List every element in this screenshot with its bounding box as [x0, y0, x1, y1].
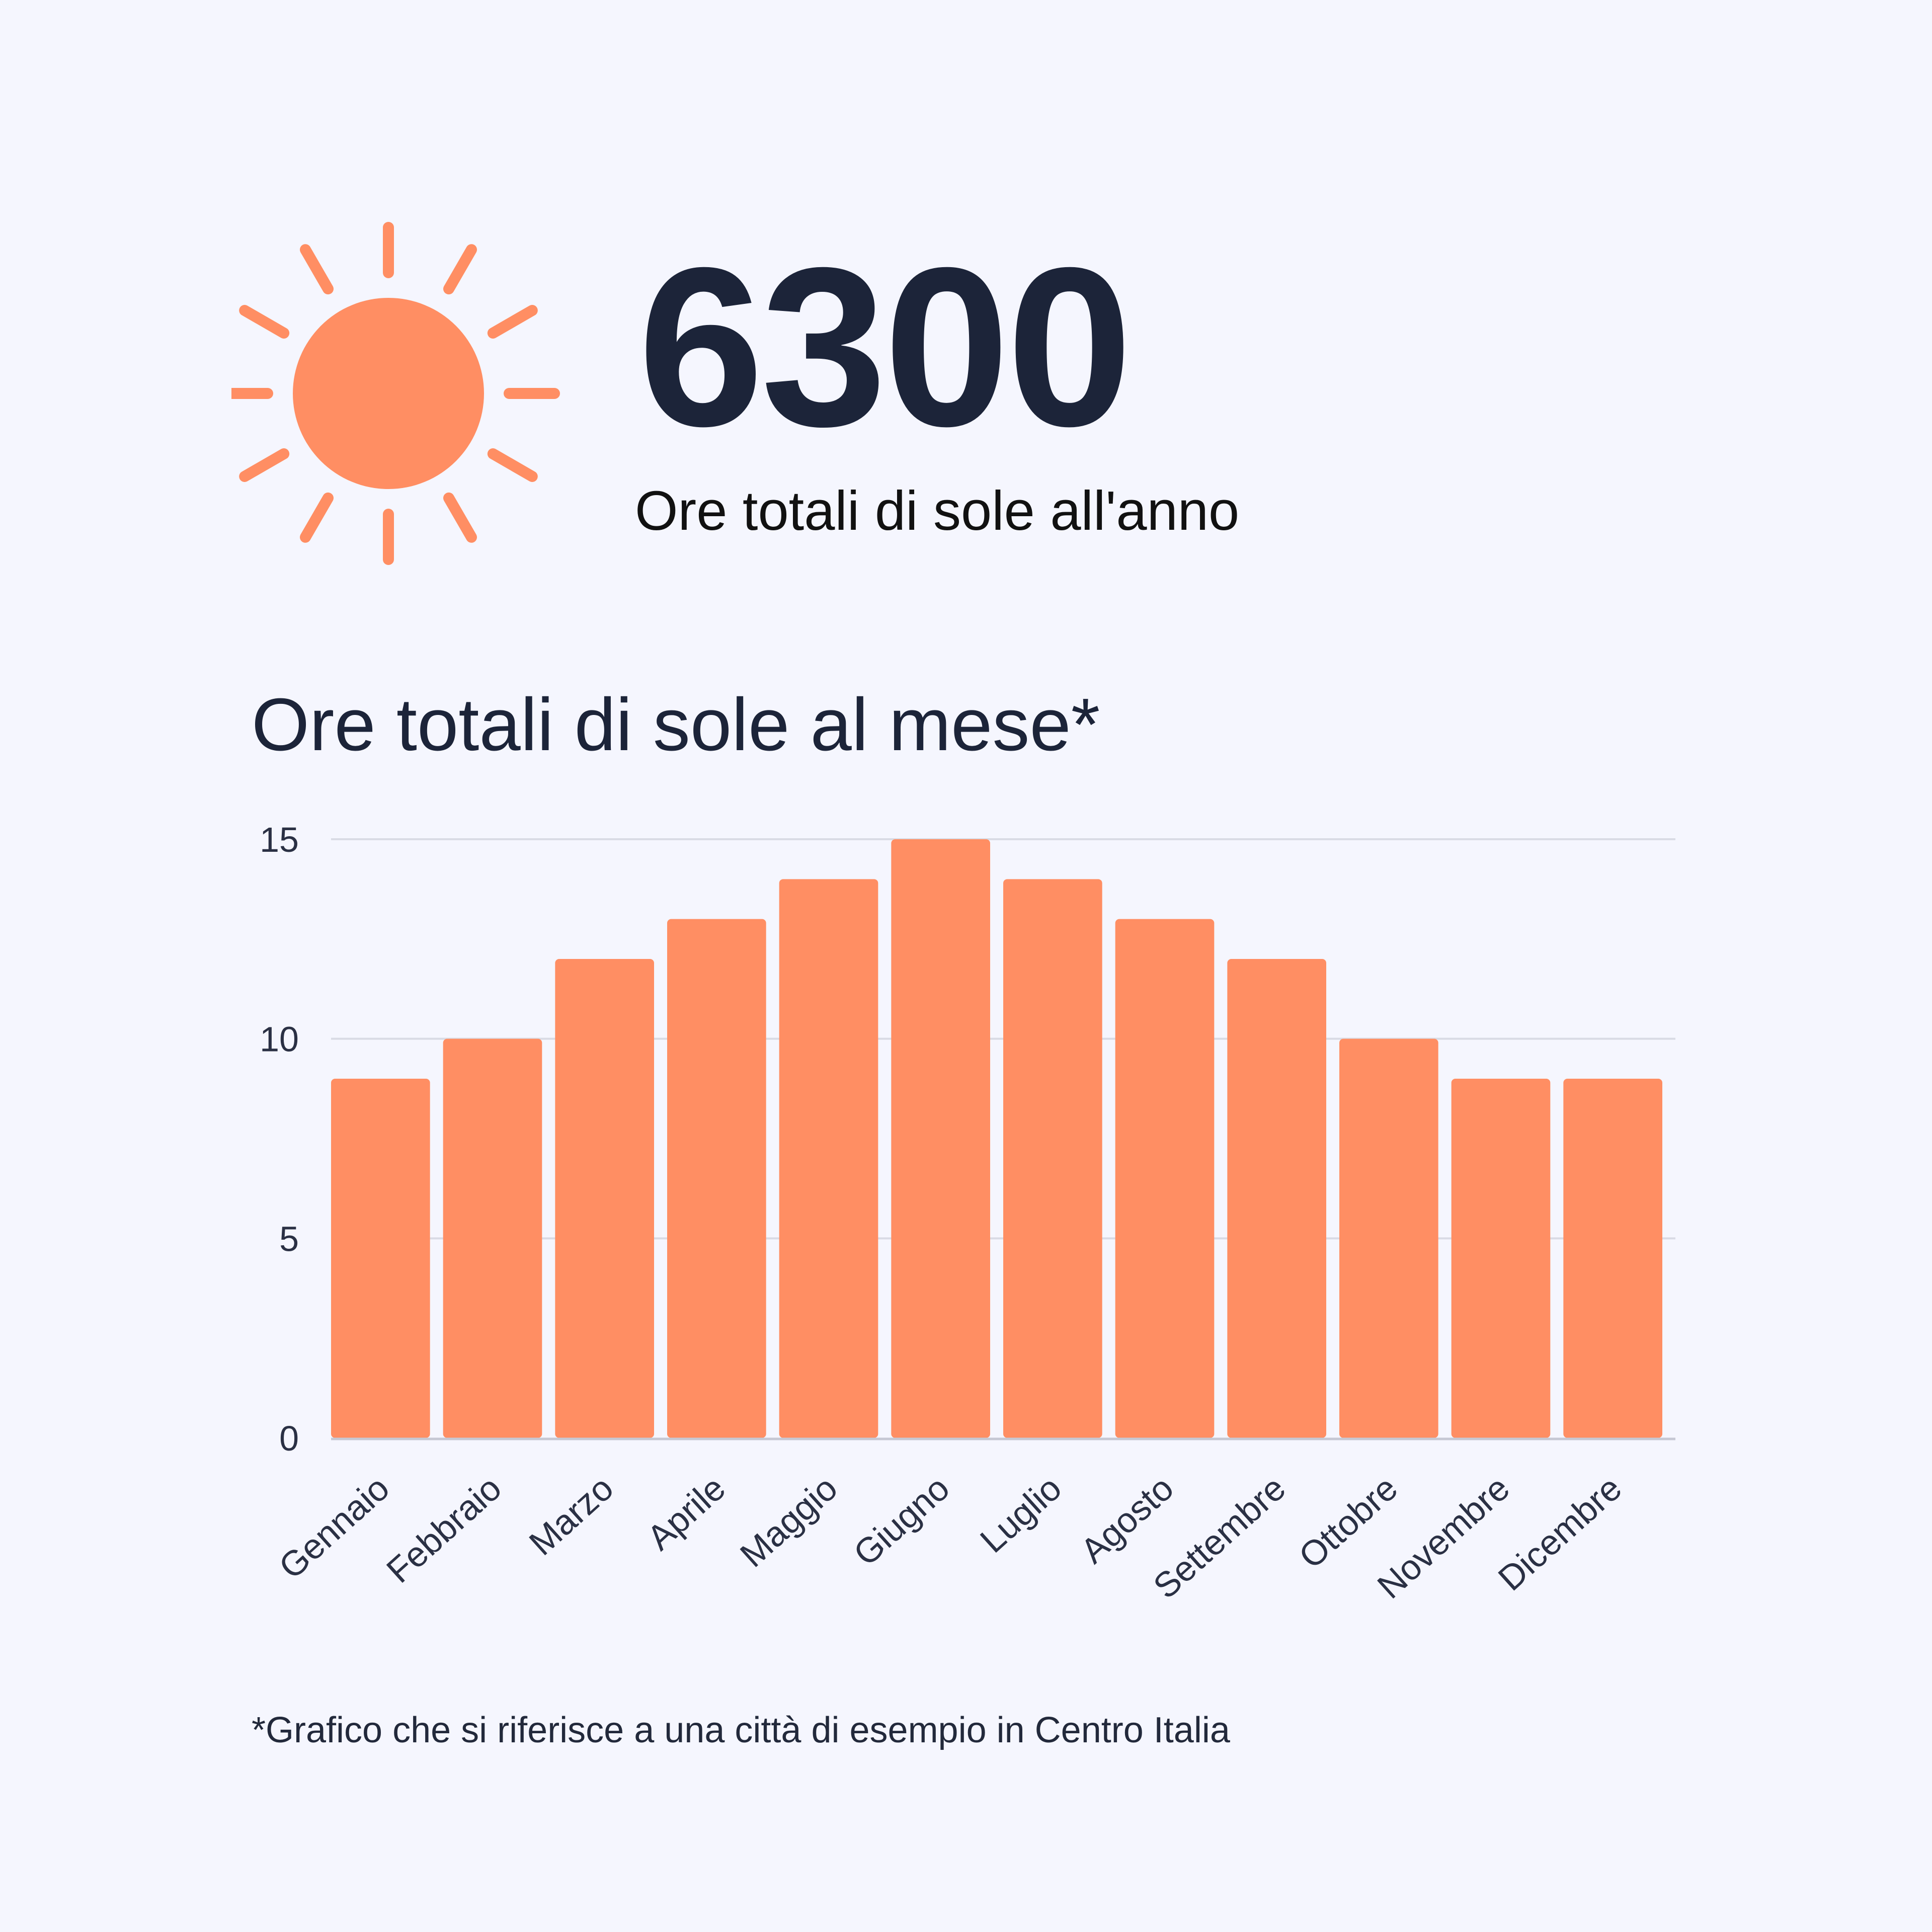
x-tick-label: Dicembre	[1491, 1468, 1629, 1598]
x-tick-label: Gennaio	[272, 1468, 397, 1586]
x-tick-label: Ottobre	[1292, 1468, 1405, 1576]
y-tick-label: 5	[279, 1219, 299, 1258]
x-tick-label: Febbraio	[379, 1468, 509, 1590]
sun-ray	[443, 492, 477, 543]
y-tick-labels: 0 5 10 15	[260, 820, 299, 1458]
sun-ray	[443, 244, 477, 295]
bar	[667, 919, 766, 1438]
sun-ray	[487, 305, 538, 339]
y-tick-label: 0	[279, 1419, 299, 1458]
bar	[555, 959, 654, 1438]
bars	[331, 839, 1662, 1438]
sun-ray	[300, 244, 334, 295]
bar	[1339, 1038, 1438, 1438]
bar	[331, 1079, 430, 1438]
bar	[1563, 1079, 1662, 1438]
bar	[1451, 1079, 1551, 1438]
footnote: *Grafico che si riferisce a una città di…	[252, 1710, 1230, 1750]
x-tick-label: Luglio	[973, 1468, 1069, 1560]
headline-value: 6300	[638, 221, 1133, 473]
sun-disc	[293, 298, 484, 489]
sun-ray	[239, 448, 290, 482]
sun-ray	[239, 305, 290, 339]
x-tick-label: Aprile	[639, 1468, 733, 1558]
x-tick-label: Maggio	[733, 1468, 845, 1575]
y-tick-label: 15	[260, 820, 299, 859]
bar	[1115, 919, 1215, 1438]
x-tick-label: Marzo	[522, 1468, 621, 1563]
bar	[779, 879, 878, 1438]
sun-ray	[487, 448, 538, 482]
sun-ray	[300, 492, 334, 543]
x-tick-label: Giugno	[846, 1468, 957, 1573]
bar	[443, 1038, 542, 1438]
bar	[891, 839, 990, 1438]
y-tick-label: 10	[260, 1020, 299, 1059]
x-tick-label: Agosto	[1073, 1468, 1181, 1571]
headline-caption: Ore totali di sole all'anno	[635, 480, 1240, 542]
chart-title: Ore totali di sole al mese*	[252, 683, 1100, 766]
sun-icon	[231, 222, 560, 565]
bar	[1227, 959, 1326, 1438]
bar	[1003, 879, 1102, 1438]
